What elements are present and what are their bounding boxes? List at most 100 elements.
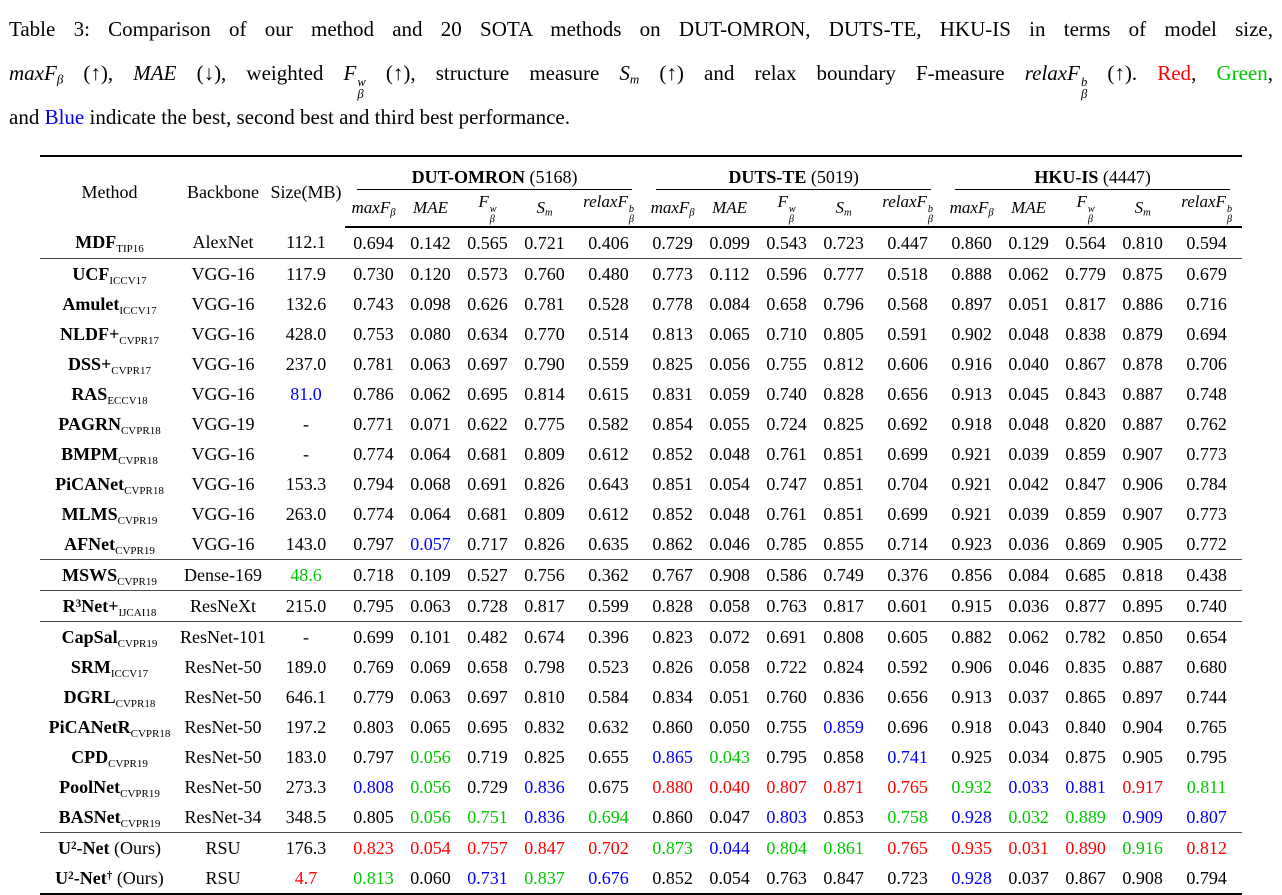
column-header-backbone: Backbone (187, 181, 259, 202)
metric-value: 0.447 (887, 232, 928, 253)
metric-cell: 0.037 (1000, 863, 1057, 894)
metric-cell: 0.785 (758, 529, 816, 560)
metric-cell: 0.832 (516, 712, 573, 742)
size-value: 48.6 (290, 564, 322, 585)
metric-cell: 0.063 (402, 349, 459, 379)
metric-value: 0.622 (467, 413, 508, 434)
metric-cell: 0.071 (402, 409, 459, 439)
method-cell: AFNetCVPR19 (40, 529, 179, 560)
metric-cell: 0.826 (516, 529, 573, 560)
metric-cell: 0.046 (701, 529, 759, 560)
metric-value: 0.755 (766, 716, 807, 737)
text-segment: (↑), structure measure (365, 61, 620, 85)
method-name: BMPM (61, 443, 119, 464)
method-name: -Net† (73, 867, 113, 888)
metric-value: 0.040 (1008, 353, 1049, 374)
metric-cell: 0.480 (573, 259, 644, 290)
metric-value: 0.601 (887, 595, 928, 616)
metric-value: 0.062 (1008, 263, 1049, 284)
metric-cell: 0.697 (459, 682, 516, 712)
metric-value: 0.068 (410, 473, 451, 494)
metric-value: 0.887 (1122, 656, 1163, 677)
metric-cell: 0.779 (345, 682, 402, 712)
metric-cell: 0.902 (943, 319, 1000, 349)
metric-value: 0.913 (951, 686, 992, 707)
metric-value: 0.694 (588, 806, 629, 827)
metric-cell: 0.036 (1000, 590, 1058, 622)
metric-cell: 0.928 (943, 802, 1001, 833)
metric-cell: 0.805 (815, 319, 872, 349)
metric-value: 0.785 (766, 533, 807, 554)
metric-value: 0.729 (652, 232, 693, 253)
metric-value: 0.084 (709, 293, 750, 314)
metric-value: 0.743 (353, 293, 394, 314)
metric-value: 0.039 (1008, 503, 1049, 524)
metric-cell: 0.063 (402, 590, 459, 622)
method-suffix: (Ours) (109, 837, 162, 858)
method-cell: PiCANetRCVPR18 (40, 712, 179, 742)
subscript: β (927, 213, 933, 225)
method-venue: CVPR18 (118, 454, 158, 467)
metric-value: 0.599 (588, 595, 629, 616)
metric-value: 0.817 (524, 595, 565, 616)
metric-value: 0.817 (823, 595, 864, 616)
metric-cell: 0.823 (644, 622, 701, 653)
metric-cell: 0.112 (701, 259, 758, 290)
metric-cell: 0.781 (345, 349, 402, 379)
metric-value: 0.626 (467, 293, 508, 314)
size-cell: 237.0 (267, 349, 345, 379)
method-cell: U2-Net† (Ours) (40, 863, 179, 894)
method-name: DGRL (63, 686, 116, 707)
metric-value: 0.860 (652, 716, 693, 737)
backbone-cell: VGG-16 (191, 383, 255, 404)
metric-value: 0.906 (951, 656, 992, 677)
backbone-cell: AlexNet (179, 227, 267, 259)
metric-value: 0.695 (467, 716, 508, 737)
size-cell: - (267, 409, 345, 439)
metric-cell: 0.803 (758, 802, 816, 833)
metric-cell: 0.406 (573, 227, 645, 259)
metric-value: 0.658 (467, 656, 508, 677)
metric-value: 0.054 (709, 473, 750, 494)
metric-value: 0.747 (766, 473, 807, 494)
metric-value: 0.032 (1008, 806, 1049, 827)
metric-cell: 0.719 (459, 742, 516, 772)
metric-label: relaxF b β (583, 191, 634, 225)
metric-value: 0.048 (709, 503, 750, 524)
metric-value: 0.718 (353, 564, 394, 585)
size-cell: 112.1 (267, 227, 345, 259)
metric-cell: 0.559 (573, 349, 644, 379)
metric-cell: 0.565 (459, 227, 516, 259)
metric-value: 0.765 (1186, 716, 1227, 737)
method-name: PoolNet (59, 776, 121, 797)
metric-cell: 0.817 (1057, 289, 1114, 319)
metric-cell: 0.658 (758, 289, 815, 319)
size-cell: 153.3 (267, 469, 345, 499)
metric-value: 0.840 (1065, 716, 1106, 737)
metric-cell: 0.853 (815, 802, 873, 833)
metric-cell: 0.699 (872, 499, 943, 529)
metric-value: 0.731 (467, 867, 508, 888)
metric-cell: 0.674 (516, 622, 573, 653)
metric-cell: 0.935 (943, 833, 1000, 864)
metric-cell: 0.765 (872, 772, 943, 802)
metric-value: 0.860 (951, 232, 992, 253)
metric-cell: 0.599 (573, 590, 645, 622)
metric-value: 0.058 (709, 656, 750, 677)
metric-value: 0.080 (410, 323, 451, 344)
metric-value: 0.858 (823, 746, 864, 767)
metric-cell: 0.714 (872, 529, 944, 560)
dataset-group-header: HKU-IS (4447) (943, 156, 1242, 190)
metric-value: 0.875 (1065, 746, 1106, 767)
metric-value: 0.786 (353, 383, 394, 404)
metric-value: 0.831 (652, 383, 693, 404)
metric-value: 0.518 (887, 263, 928, 284)
metric-value: 0.034 (1008, 746, 1049, 767)
text-segment: (↓), weighted (176, 61, 344, 85)
metric-value: 0.763 (766, 595, 807, 616)
metric-value: 0.803 (766, 806, 807, 827)
metric-value: 0.084 (1008, 564, 1049, 585)
text-segment: MAE (133, 61, 177, 85)
metric-value: 0.918 (951, 413, 992, 434)
